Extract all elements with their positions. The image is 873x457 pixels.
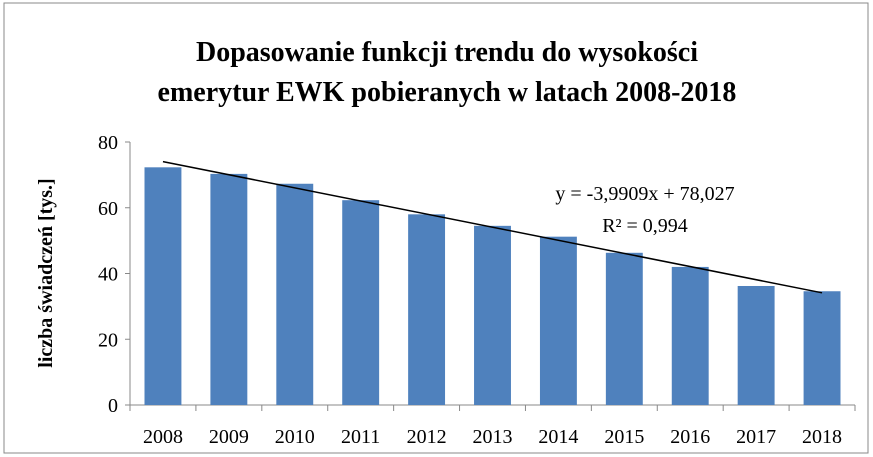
x-tick-label: 2015: [604, 426, 644, 448]
y-tick-label: 20: [98, 329, 118, 351]
y-axis-label: liczba świadczeń [tys.]: [35, 178, 57, 367]
bar: [474, 225, 511, 405]
trendline-r2: R² = 0,994: [602, 215, 688, 237]
y-tick-label: 0: [108, 395, 118, 417]
x-tick-label: 2011: [341, 426, 380, 448]
x-tick-label: 2018: [802, 426, 842, 448]
chart-title: emerytur EWK pobieranych w latach 2008-2…: [158, 77, 737, 108]
x-tick-label: 2017: [736, 426, 776, 448]
y-tick-label: 80: [98, 132, 118, 154]
bar: [803, 291, 841, 405]
y-tick-label: 40: [98, 264, 118, 286]
bar: [605, 252, 643, 405]
trendline: [162, 160, 823, 294]
y-tick-label: 60: [98, 198, 118, 220]
chart-title: Dopasowanie funkcji trendu do wysokości: [196, 37, 698, 68]
bar: [671, 266, 709, 405]
bar: [276, 183, 314, 405]
bar: [210, 173, 248, 405]
x-tick-label: 2013: [473, 426, 513, 448]
bar: [144, 167, 182, 405]
bar: [342, 200, 380, 405]
bar: [408, 214, 446, 405]
x-tick-label: 2012: [407, 426, 447, 448]
x-tick-label: 2009: [209, 426, 249, 448]
x-tick-label: 2008: [143, 426, 183, 448]
x-tick-label: 2010: [275, 426, 315, 448]
bar: [737, 285, 775, 405]
bar: [539, 236, 577, 405]
x-tick-label: 2014: [538, 426, 578, 448]
trendline-equation: y = -3,9909x + 78,027: [555, 183, 734, 205]
x-tick-label: 2016: [670, 426, 710, 448]
